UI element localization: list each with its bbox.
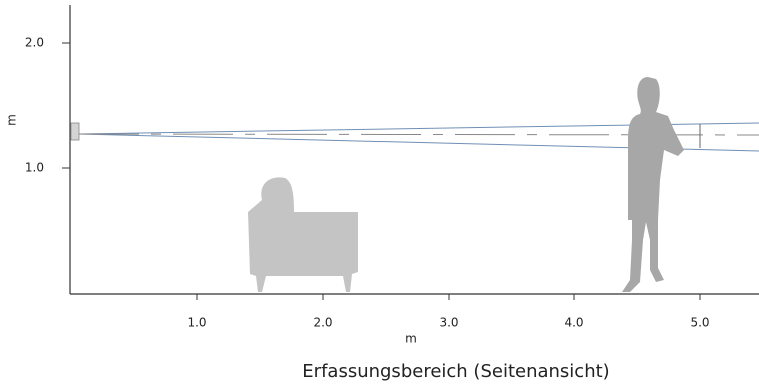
x-tick-label: 4.0: [564, 316, 583, 330]
x-axis-label: m: [405, 332, 417, 346]
x-tick-label: 5.0: [690, 316, 709, 330]
caption: Erfassungsbereich (Seitenansicht): [302, 361, 609, 382]
person: [622, 77, 684, 292]
y-axis-label: m: [5, 114, 19, 126]
sensor: [71, 123, 79, 140]
x-tick-label: 1.0: [187, 316, 206, 330]
x-tick-label: 3.0: [439, 316, 458, 330]
diagram: m m Erfassungsbereich (Seitenansicht) 1.…: [0, 0, 759, 389]
x-tick-label: 2.0: [313, 316, 332, 330]
y-tick-label: 2.0: [25, 36, 44, 50]
y-tick-label: 1.0: [25, 161, 44, 175]
armchair: [248, 177, 358, 292]
